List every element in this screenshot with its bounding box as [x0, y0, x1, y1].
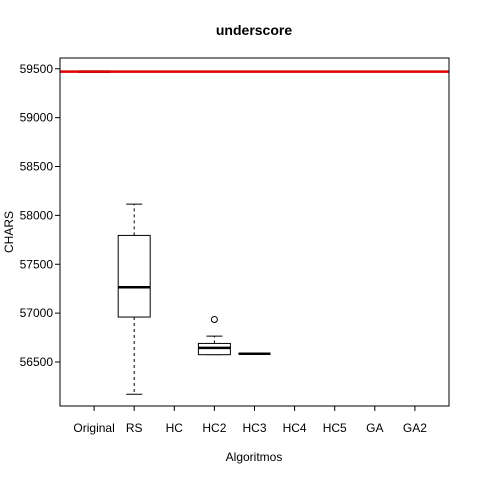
y-tick-label: 57500: [20, 257, 54, 271]
chart-title: underscore: [216, 22, 292, 38]
y-axis-label: CHARS: [2, 211, 16, 253]
y-tick-label: 59500: [20, 62, 54, 76]
x-tick-label: HC: [166, 421, 184, 435]
x-tick-label: HC4: [283, 421, 307, 435]
x-tick-label: RS: [126, 421, 143, 435]
y-tick-label: 59000: [20, 111, 54, 125]
y-axis: 56500 57000 57500 58000 58500 59000 59500: [20, 62, 60, 369]
outlier-point: [210, 315, 218, 323]
box-rs: [117, 203, 151, 395]
y-tick-label: 58500: [20, 160, 54, 174]
x-tick-label: HC2: [202, 421, 226, 435]
x-tick-label: HC3: [242, 421, 266, 435]
x-tick-label: GA: [366, 421, 383, 435]
x-axis-label: Algoritmos: [226, 450, 283, 464]
x-axis: Original RS HC HC2 HC3 HC4 HC5 GA GA2: [73, 406, 427, 435]
y-tick-label: 56500: [20, 355, 54, 369]
box-iqr: [117, 234, 151, 318]
box-hc2: [197, 315, 231, 356]
y-tick-label: 58000: [20, 208, 54, 222]
x-tick-label: HC5: [323, 421, 347, 435]
y-tick-label: 57000: [20, 306, 54, 320]
plot-frame: [59, 57, 450, 407]
box-series: [78, 70, 271, 395]
x-tick-label: Original: [73, 421, 114, 435]
x-tick-label: GA2: [403, 421, 427, 435]
